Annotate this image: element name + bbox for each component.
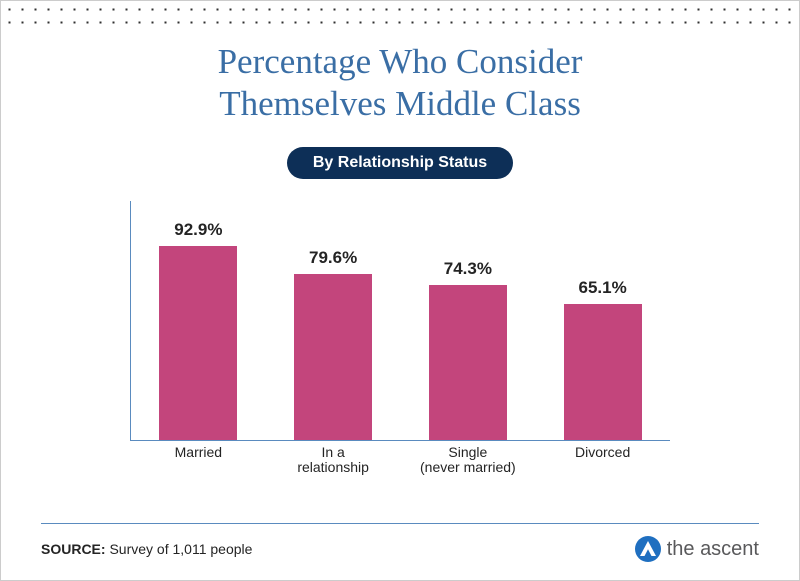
footer: SOURCE: Survey of 1,011 people the ascen… <box>41 536 759 562</box>
value-label: 65.1% <box>579 278 627 298</box>
footer-rule <box>41 523 759 524</box>
source-line: SOURCE: Survey of 1,011 people <box>41 541 252 557</box>
bar <box>564 304 642 440</box>
bar <box>429 285 507 440</box>
value-label: 92.9% <box>174 220 222 240</box>
x-labels-row: Married In arelationship Single(never marr… <box>131 441 670 471</box>
chart-title: Percentage Who Consider Themselves Middl… <box>1 41 799 125</box>
bar-column: 92.9% <box>143 201 253 440</box>
brand-logo: the ascent <box>635 536 759 562</box>
bar-column: 79.6% <box>278 201 388 440</box>
x-label: Single(never married) <box>413 441 523 471</box>
value-label: 79.6% <box>309 248 357 268</box>
bar <box>294 274 372 440</box>
ascent-icon <box>635 536 661 562</box>
source-label: SOURCE: <box>41 541 106 557</box>
bar-column: 65.1% <box>548 201 658 440</box>
bar-chart: 92.9% 79.6% 74.3% 65.1% Married In arelation… <box>130 201 670 471</box>
brand-text: the ascent <box>667 538 759 561</box>
x-label: Divorced <box>548 441 658 471</box>
dot-pattern-header <box>1 1 799 33</box>
x-label: Married <box>143 441 253 471</box>
title-line-2: Themselves Middle Class <box>219 84 581 123</box>
source-text: Survey of 1,011 people <box>109 541 252 557</box>
subtitle-pill: By Relationship Status <box>287 147 513 179</box>
bar <box>159 246 237 440</box>
bar-column: 74.3% <box>413 201 523 440</box>
value-label: 74.3% <box>444 259 492 279</box>
chart-card: Percentage Who Consider Themselves Middl… <box>0 0 800 581</box>
plot-area: 92.9% 79.6% 74.3% 65.1% <box>131 201 670 440</box>
x-label: In arelationship <box>278 441 388 471</box>
title-line-1: Percentage Who Consider <box>218 42 583 81</box>
